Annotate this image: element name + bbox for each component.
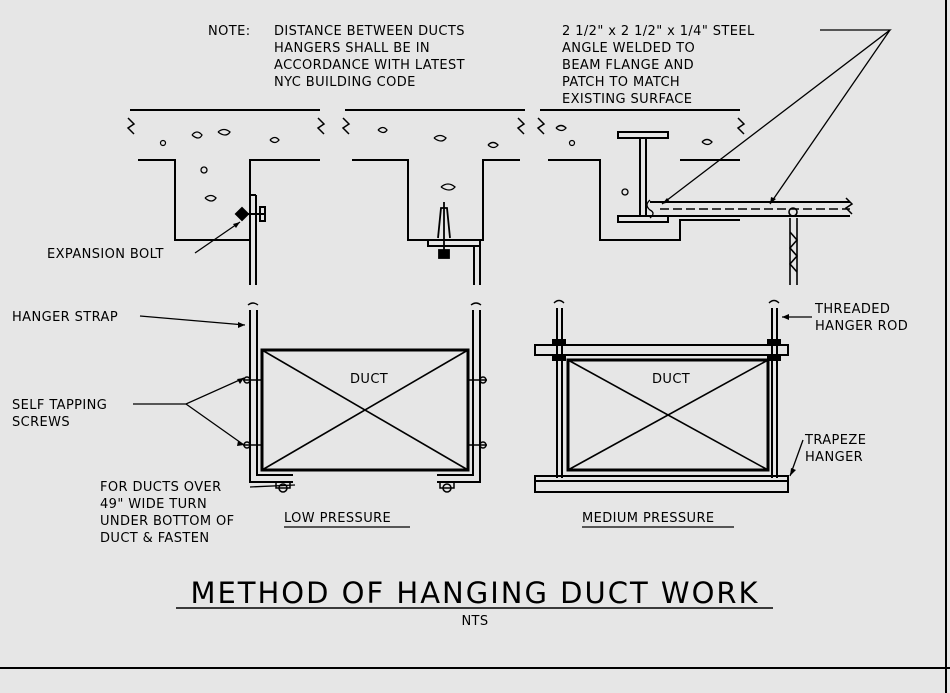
steel-angle-note-line-3: BEAM FLANGE AND — [562, 58, 694, 73]
self-tapping-label-line-1: SELF TAPPING — [12, 398, 107, 413]
threaded-hanger-rods — [552, 299, 781, 478]
medium-pressure-caption: MEDIUM PRESSURE — [582, 511, 715, 526]
note-prefix: NOTE: — [208, 24, 251, 39]
steel-i-beam — [617, 131, 669, 223]
trapeze-label-line-1: TRAPEZE — [804, 433, 866, 448]
threaded-rod-upper — [788, 207, 799, 285]
slab-section-right — [536, 109, 746, 241]
bottom-hanger-strap — [427, 239, 481, 285]
self-tapping-screw-icons — [243, 376, 487, 449]
expansion-bolt-icon — [234, 206, 266, 222]
self-tapping-label-line-2: SCREWS — [12, 415, 70, 430]
low-pressure-caption: LOW PRESSURE — [284, 511, 391, 526]
steel-angle-note-line-1: 2 1/2" x 2 1/2" x 1/4" STEEL — [562, 24, 755, 39]
note-line-1: DISTANCE BETWEEN DUCTS — [274, 24, 465, 39]
note-line-2: HANGERS SHALL BE IN — [274, 41, 430, 56]
trapeze-label-line-2: HANGER — [805, 450, 863, 465]
drawing-title: METHOD OF HANGING DUCT WORK — [190, 576, 759, 610]
leader-lines — [133, 29, 892, 488]
trapeze-top-angle — [534, 344, 789, 356]
slab-section-left — [126, 109, 326, 241]
threaded-rod-label-line-2: HANGER ROD — [815, 319, 908, 334]
steel-angle-member — [650, 197, 854, 217]
threaded-rod-label-line-1: THREADED — [814, 302, 890, 317]
hanger-strap-label: HANGER STRAP — [12, 310, 118, 325]
medium-pressure-duct — [566, 358, 770, 472]
steel-angle-note-line-4: PATCH TO MATCH — [562, 75, 680, 90]
expansion-bolt-label: EXPANSION BOLT — [47, 247, 164, 262]
wide-duct-note-line-1: FOR DUCTS OVER — [100, 480, 222, 495]
wide-duct-note-line-2: 49" WIDE TURN — [100, 497, 207, 512]
low-pressure-duct — [260, 348, 470, 472]
note-line-3: ACCORDANCE WITH LATEST — [274, 58, 465, 73]
bottom-fastener-icons — [275, 481, 455, 493]
wide-duct-note-line-4: DUCT & FASTEN — [100, 531, 209, 546]
steel-angle-note-line-2: ANGLE WELDED TO — [562, 41, 695, 56]
low-pressure-straps — [247, 302, 482, 483]
duct-label-right: DUCT — [652, 372, 690, 387]
anchor-bolt-icon — [437, 202, 451, 259]
trapeze-hanger-bar — [534, 475, 789, 493]
side-hanger-strap — [249, 194, 257, 285]
steel-angle-note-line-5: EXISTING SURFACE — [562, 92, 692, 107]
note-line-4: NYC BUILDING CODE — [274, 75, 416, 90]
slab-section-middle — [341, 109, 526, 241]
wide-duct-note-line-3: UNDER BOTTOM OF — [100, 514, 235, 529]
duct-label-left: DUCT — [350, 372, 388, 387]
leader-arrowheads — [233, 197, 796, 476]
scale-label: NTS — [461, 614, 488, 629]
